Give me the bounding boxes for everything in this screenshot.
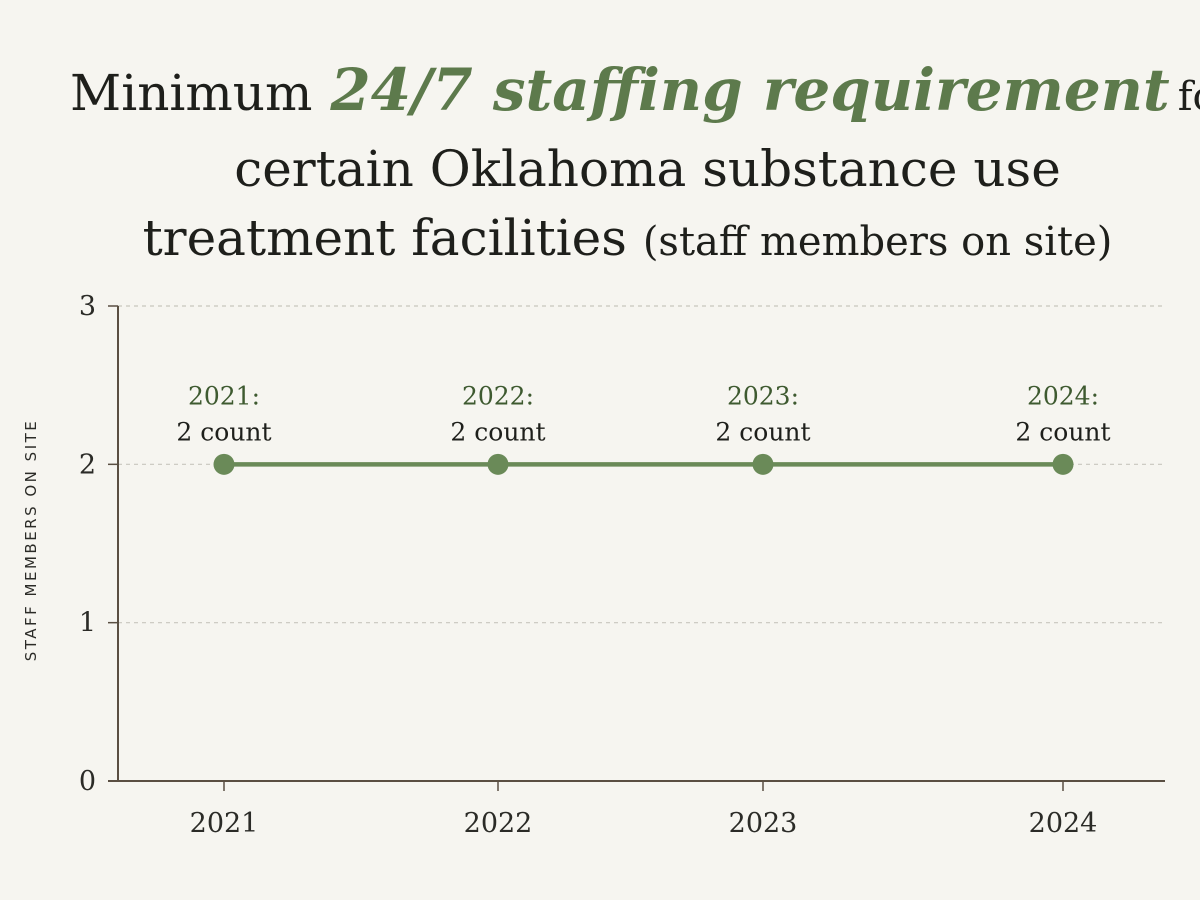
title-line-3-paren: (staff members on site) <box>642 219 1113 265</box>
y-tick-label: 1 <box>79 608 96 639</box>
title-accent: 24/7 staffing requirement <box>330 56 1170 124</box>
y-tick-label: 0 <box>79 766 96 797</box>
data-label-value: 2 count <box>176 417 271 446</box>
y-tick-label: 3 <box>79 291 96 322</box>
data-label-year: 2024: <box>1027 381 1099 410</box>
x-tick-label: 2023 <box>729 808 798 839</box>
data-label-year: 2022: <box>462 381 534 410</box>
x-tick-label: 2024 <box>1029 808 1098 839</box>
title-line-1: Minimum 24/7 staffing requirement for <box>0 52 1200 135</box>
data-point <box>213 453 235 475</box>
data-label-value: 2 count <box>1015 417 1110 446</box>
x-tick-label: 2021 <box>190 808 259 839</box>
title-line-2: certain Oklahoma substance use <box>234 140 1061 198</box>
data-label-value: 2 count <box>715 417 810 446</box>
data-label-year: 2023: <box>727 381 799 410</box>
title-line-3-main: treatment facilities <box>142 209 627 267</box>
title-post: for <box>1177 74 1200 120</box>
data-label-value: 2 count <box>450 417 545 446</box>
data-point <box>1052 453 1074 475</box>
title-line-3: treatment facilities (staff members on s… <box>0 203 1200 277</box>
data-point <box>752 453 774 475</box>
data-label-year: 2021: <box>188 381 260 410</box>
series-layer <box>213 453 1074 475</box>
data-label-layer: 2021: 2 count 2022: 2 count 2023: 2 count 2024… <box>176 381 1110 446</box>
chart-title: Minimum 24/7 staffing requirement for cert… <box>0 52 1200 277</box>
data-point <box>487 453 509 475</box>
title-pre: Minimum <box>70 64 313 122</box>
y-tick-label: 2 <box>79 449 96 480</box>
x-tick-label: 2022 <box>464 808 533 839</box>
axis-layer: 0 1 2 3 2021 2022 2023 2024 <box>79 291 1165 839</box>
